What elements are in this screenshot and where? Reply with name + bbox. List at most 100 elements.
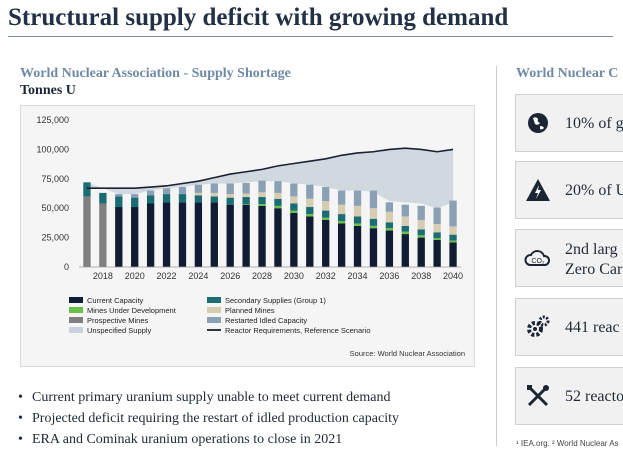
bar-segment bbox=[178, 187, 187, 195]
bar-segment bbox=[99, 192, 107, 204]
bar-segment bbox=[290, 212, 298, 267]
bar-segment bbox=[242, 204, 250, 205]
bar-segment bbox=[385, 230, 394, 267]
bar-segment bbox=[433, 232, 441, 239]
bar-segment bbox=[290, 210, 298, 213]
x-tick-label: 2032 bbox=[316, 271, 336, 281]
legend-swatch bbox=[69, 307, 83, 313]
bar-segment bbox=[385, 211, 394, 223]
y-tick-label: 50,000 bbox=[41, 203, 69, 213]
bar-segment bbox=[401, 225, 409, 232]
gears-icon bbox=[527, 315, 550, 337]
legend-label: Prospective Mines bbox=[87, 316, 149, 325]
bar-segment bbox=[131, 197, 139, 208]
stat-text-line2: Zero Car bbox=[565, 261, 623, 278]
bar-segment bbox=[290, 203, 298, 211]
legend-label: Mines Under Development bbox=[87, 306, 177, 315]
bar-segment bbox=[226, 183, 234, 195]
bar-segment bbox=[83, 182, 91, 197]
bar-segment bbox=[401, 231, 409, 235]
chart-units-label: Tonnes U bbox=[20, 83, 76, 98]
stat-card: 20% of U bbox=[515, 161, 623, 219]
bar-segment bbox=[290, 196, 298, 204]
bar-segment bbox=[242, 197, 250, 205]
y-tick-label: 75,000 bbox=[41, 174, 69, 184]
bar-segment bbox=[417, 237, 425, 267]
stat-text: 10% of g bbox=[565, 115, 623, 132]
x-tick-label: 2034 bbox=[348, 271, 368, 281]
bar-segment bbox=[417, 205, 425, 220]
bar-segment bbox=[274, 205, 282, 209]
bar-segment bbox=[353, 190, 362, 206]
bar-segment bbox=[322, 210, 330, 218]
bar-segment bbox=[146, 203, 155, 267]
bar-segment bbox=[337, 223, 346, 267]
bar-segment bbox=[369, 228, 378, 267]
bar-segment bbox=[99, 203, 107, 267]
legend-swatch bbox=[69, 327, 83, 333]
bar-segment bbox=[258, 180, 266, 193]
title-divider bbox=[8, 36, 613, 37]
bar-segment bbox=[385, 202, 394, 212]
bar-segment bbox=[369, 190, 378, 209]
stat-text: 2nd larg bbox=[565, 241, 618, 258]
bar-segment bbox=[449, 200, 457, 227]
bar-segment bbox=[449, 234, 457, 241]
bar-segment bbox=[385, 222, 394, 229]
bullet-item: • Current primary uranium supply unable t… bbox=[18, 390, 391, 405]
legend-swatch bbox=[207, 317, 221, 323]
chart-panel: 0 25,000 50,000 75,000 100,000 125,000 2018 202… bbox=[20, 105, 475, 367]
bar-segment bbox=[83, 196, 91, 267]
bar-segment bbox=[115, 207, 123, 267]
bar-segment bbox=[433, 238, 441, 240]
bar-segment bbox=[322, 217, 330, 220]
x-tick-label: 2026 bbox=[220, 271, 240, 281]
bar-segment bbox=[433, 207, 441, 225]
bullet-item: • Projected deficit requiring the restart… bbox=[18, 411, 399, 426]
bar-segment bbox=[369, 218, 378, 226]
bar-segment bbox=[353, 205, 362, 217]
bar-segment bbox=[131, 207, 139, 267]
y-tick-label: 125,000 bbox=[36, 115, 69, 125]
legend-label: Secondary Supplies (Group 1) bbox=[225, 296, 326, 305]
bar-segment bbox=[337, 190, 346, 205]
bar-segment bbox=[337, 204, 346, 215]
bar-segment bbox=[258, 197, 266, 205]
stat-text: 52 reacto bbox=[565, 388, 623, 405]
bar-segment bbox=[162, 202, 171, 267]
bar-segment bbox=[369, 208, 378, 219]
bar-segment bbox=[417, 219, 425, 230]
bar-segment bbox=[322, 187, 330, 202]
bar-segment bbox=[258, 204, 266, 206]
bar-segment bbox=[401, 216, 409, 226]
bar-segment bbox=[210, 196, 218, 203]
y-tick-label: 25,000 bbox=[41, 233, 69, 243]
bar-segment bbox=[210, 183, 218, 193]
page-title: Structural supply deficit with growing d… bbox=[8, 4, 509, 31]
column-divider bbox=[496, 66, 497, 446]
bar-segment bbox=[194, 195, 203, 203]
stat-text: 20% of U bbox=[565, 182, 623, 199]
bar-segment bbox=[258, 192, 266, 198]
bar-segment bbox=[194, 202, 203, 267]
bullet-text: ERA and Cominak uranium operations to cl… bbox=[32, 432, 343, 447]
bar-segment bbox=[274, 198, 282, 206]
bar-segment bbox=[385, 228, 394, 231]
stat-card: CO₂ 2nd larg Zero Car bbox=[515, 229, 623, 287]
stat-card: 441 reac bbox=[515, 298, 623, 356]
bar-segment bbox=[210, 192, 218, 197]
legend-label: Reactor Requirements, Reference Scenario bbox=[225, 326, 371, 335]
bar-segment bbox=[369, 225, 378, 229]
x-tick-label: 2024 bbox=[188, 271, 208, 281]
bar-segment bbox=[306, 214, 314, 217]
bar-segment bbox=[162, 194, 171, 203]
bar-segment bbox=[353, 225, 362, 267]
bar-segment bbox=[433, 224, 441, 233]
bar-segment bbox=[178, 202, 187, 267]
stat-card: 10% of g bbox=[515, 94, 623, 152]
bar-segment bbox=[226, 194, 234, 198]
side-section-title: World Nuclear C bbox=[516, 66, 619, 81]
bar-segment bbox=[322, 201, 330, 211]
y-tick-label: 100,000 bbox=[36, 144, 69, 154]
bar-segment bbox=[353, 216, 362, 224]
